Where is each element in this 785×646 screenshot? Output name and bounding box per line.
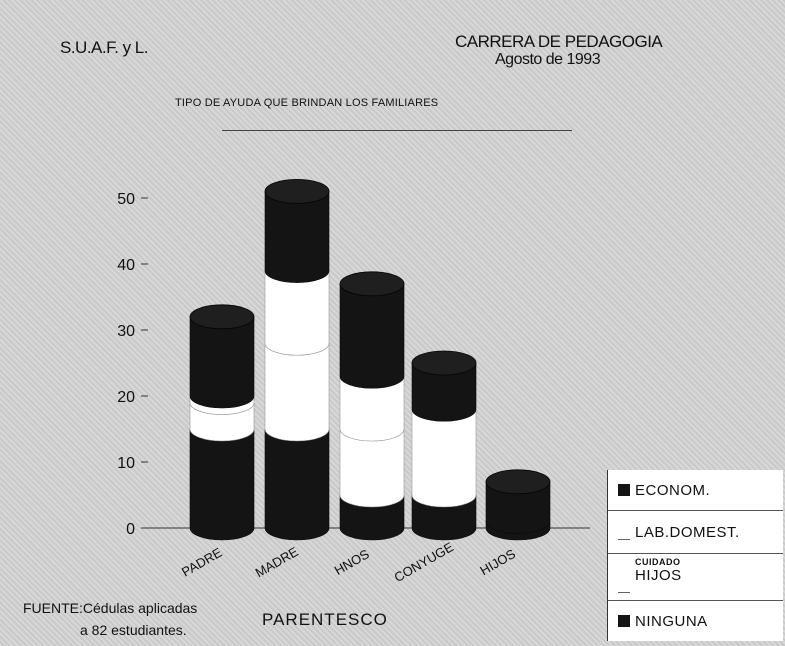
legend-swatch-lab-domest bbox=[618, 527, 630, 540]
y-tick-label: 30 bbox=[117, 323, 135, 340]
legend-label-cuidado: CUIDADO bbox=[635, 557, 681, 567]
y-tick-label: 40 bbox=[117, 257, 135, 274]
x-tick-label-conyuge: CONYUGE bbox=[392, 539, 457, 585]
title-underline bbox=[222, 130, 572, 131]
legend-swatch-econom bbox=[618, 484, 630, 496]
x-tick-label-hijos: HIJOS bbox=[477, 546, 518, 578]
legend-label-hijos: HIJOS bbox=[635, 567, 682, 584]
bar-top-cap-madre bbox=[264, 178, 330, 204]
legend-item-ninguna: NINGUNA bbox=[608, 601, 783, 641]
bar-conyuge-lab-domest bbox=[411, 409, 477, 508]
y-tick-label: 0 bbox=[126, 521, 135, 538]
career-label: CARRERA DE PEDAGOGIA bbox=[455, 32, 663, 51]
legend-item-econom: ECONOM. bbox=[608, 470, 783, 510]
bar-top-cap-conyuge bbox=[411, 350, 477, 376]
legend-item-lab-domest: LAB.DOMEST. bbox=[608, 511, 783, 553]
y-tick-label: 20 bbox=[117, 389, 135, 406]
bar-madre-cuidado-hijos bbox=[264, 270, 330, 356]
bar-padre-ninguna bbox=[189, 316, 255, 409]
bar-madre-econom bbox=[264, 428, 330, 541]
bar-hnos-ninguna bbox=[339, 283, 405, 389]
bar-top-cap-padre bbox=[189, 304, 255, 330]
bar-madre-lab-domest bbox=[264, 343, 330, 442]
legend-divider bbox=[608, 600, 783, 601]
legend-divider bbox=[608, 510, 783, 511]
y-tick-label: 50 bbox=[117, 191, 135, 208]
legend: ECONOM. LAB.DOMEST. CUIDADO HIJOS NINGUN… bbox=[607, 470, 783, 641]
bar-top-cap-hijos bbox=[485, 469, 551, 495]
bar-top-cap-hnos bbox=[339, 271, 405, 297]
source-note-line2: a 82 estudiantes. bbox=[80, 622, 187, 638]
source-note-line1: FUENTE:Cédulas aplicadas bbox=[23, 600, 198, 616]
legend-swatch-ninguna bbox=[618, 615, 630, 627]
legend-label-econom: ECONOM. bbox=[635, 482, 711, 499]
chart-title: TIPO DE AYUDA QUE BRINDAN LOS FAMILIARES bbox=[175, 97, 439, 109]
x-axis-label: PARENTESCO bbox=[262, 610, 388, 629]
date-label: Agosto de 1993 bbox=[495, 51, 601, 68]
x-tick-label-hnos: HNOS bbox=[332, 546, 372, 578]
legend-label-lab-domest: LAB.DOMEST. bbox=[635, 524, 740, 541]
x-tick-label-madre: MADRE bbox=[253, 544, 301, 581]
organization-label: S.U.A.F. y L. bbox=[60, 38, 148, 57]
bar-padre-econom bbox=[189, 428, 255, 541]
x-tick-label-padre: PADRE bbox=[179, 544, 225, 579]
legend-swatch-cuidado-hijos bbox=[618, 580, 630, 593]
bar-madre-ninguna bbox=[264, 191, 330, 283]
legend-divider bbox=[608, 553, 783, 554]
y-tick-label: 10 bbox=[117, 455, 135, 472]
legend-item-cuidado-hijos: CUIDADO HIJOS bbox=[608, 554, 783, 600]
legend-label-ninguna: NINGUNA bbox=[635, 613, 708, 630]
